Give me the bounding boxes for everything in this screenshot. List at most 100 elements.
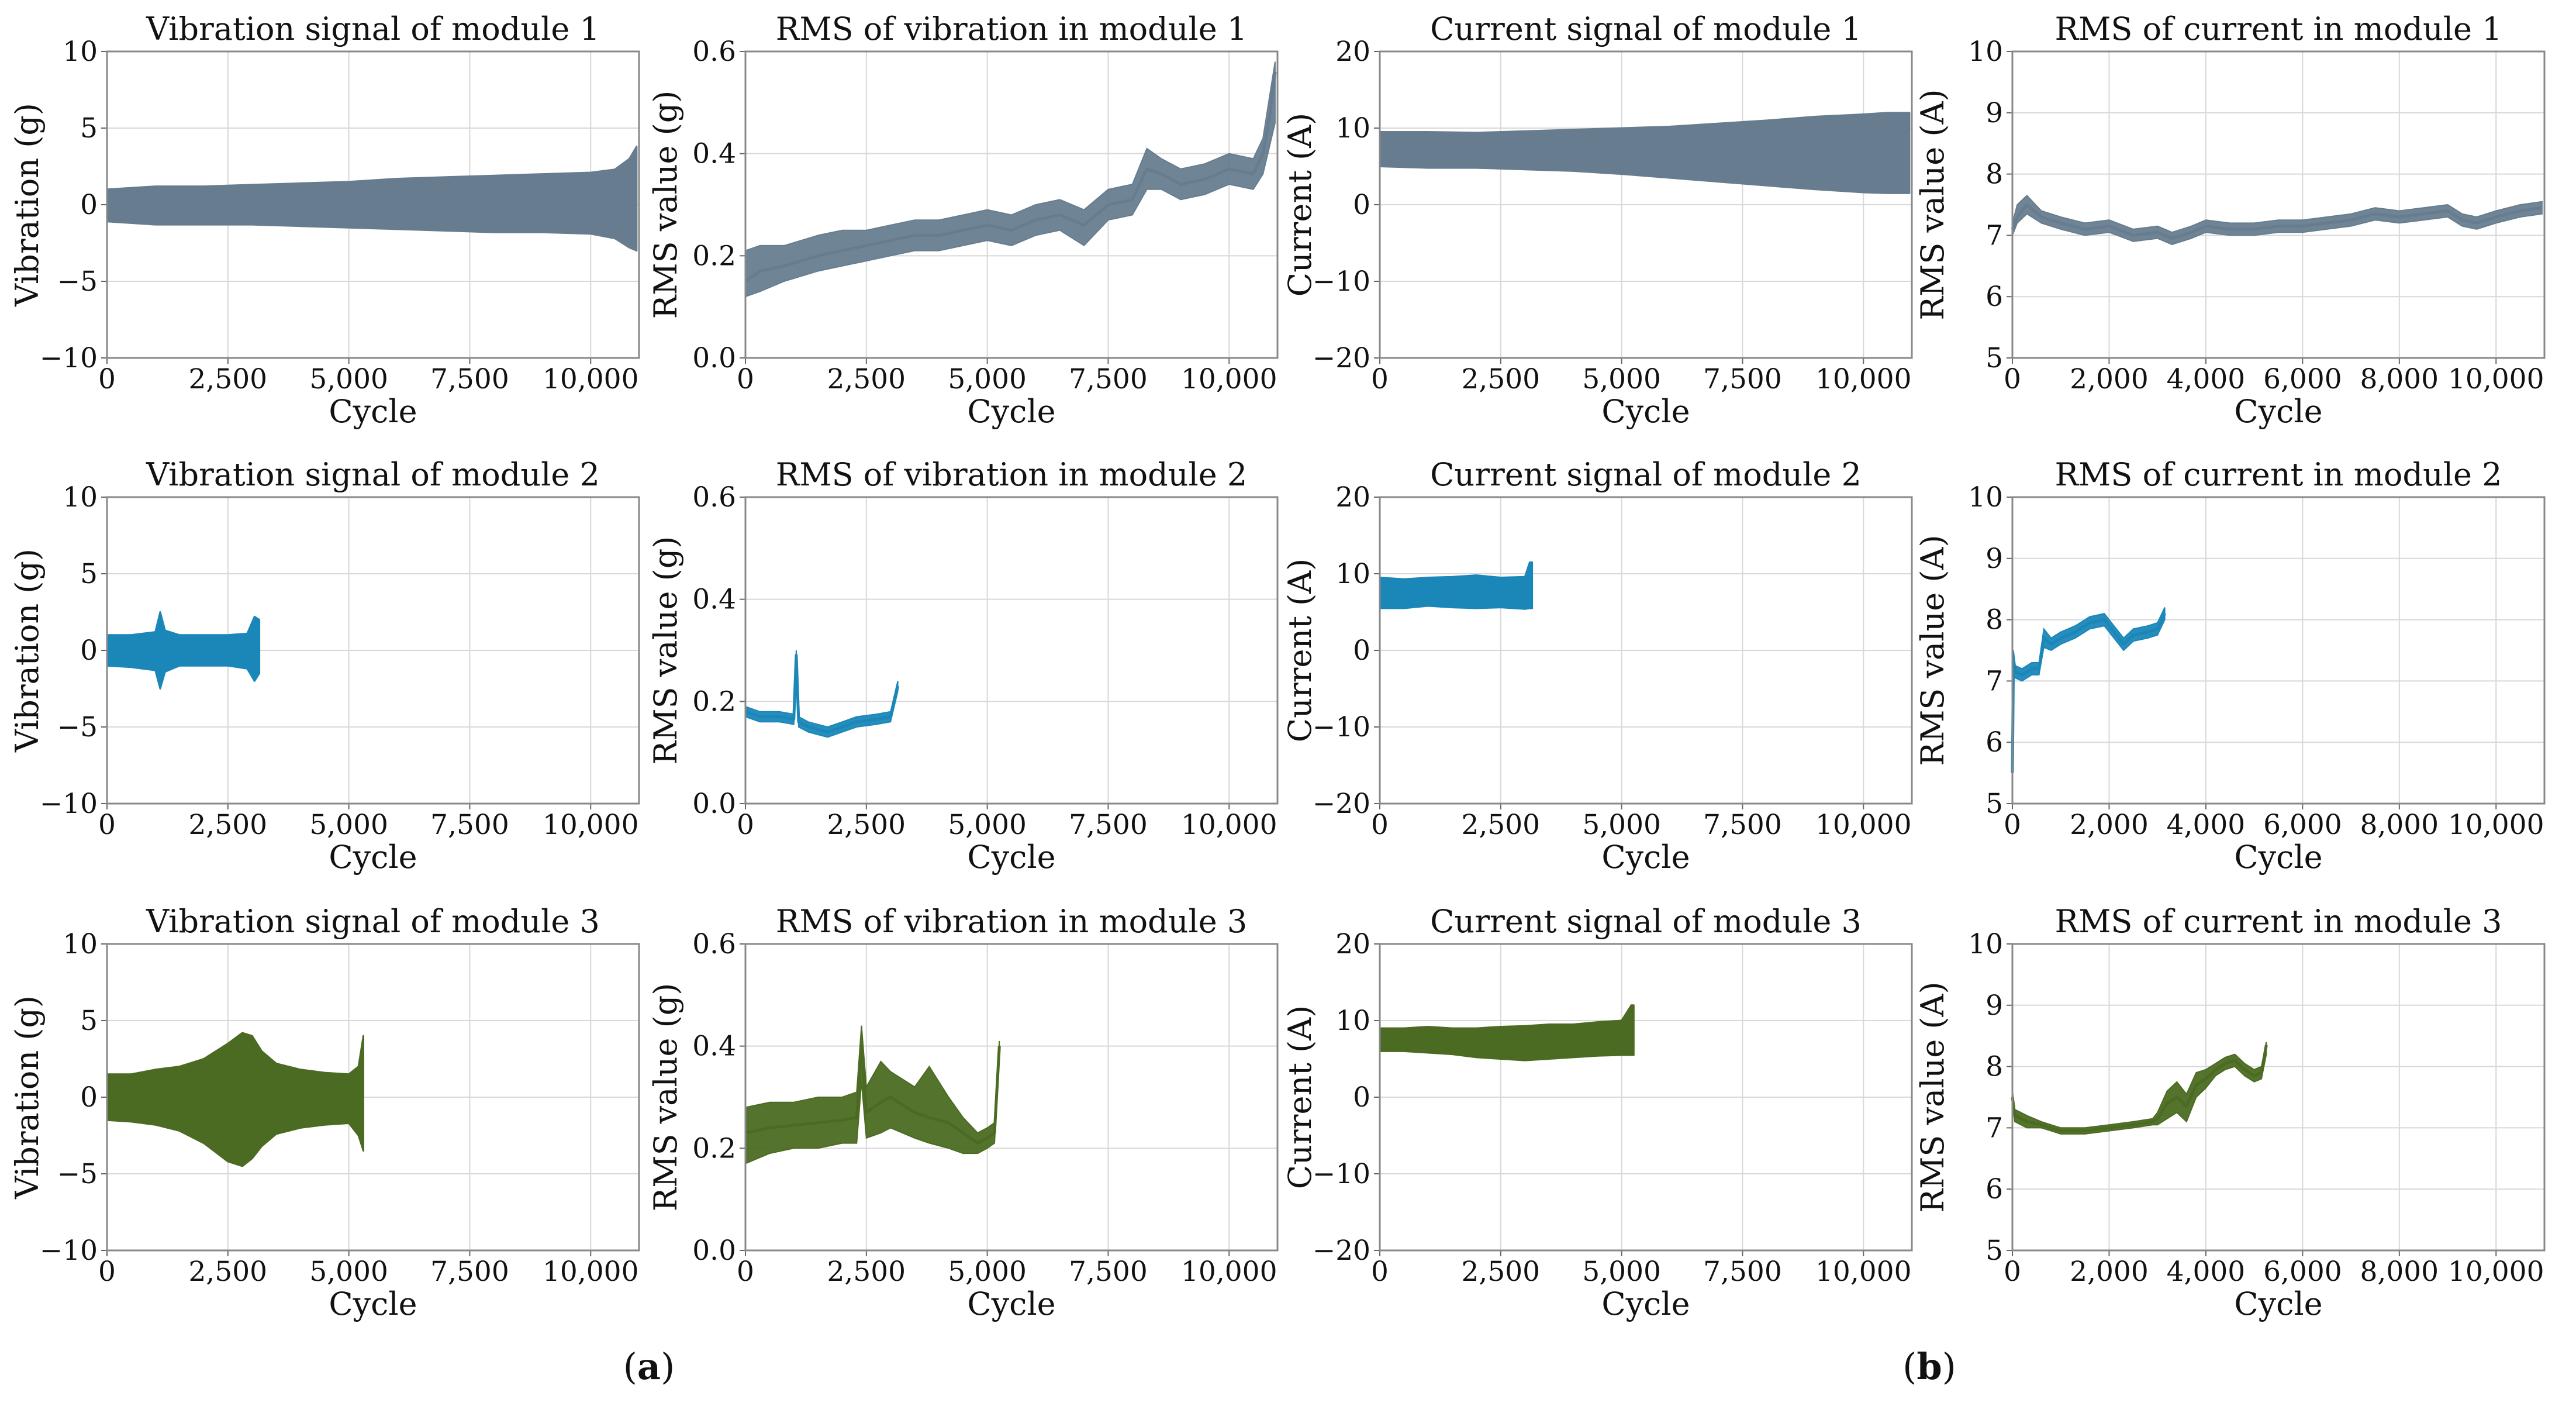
chart-3-ytick-label-0: −20: [1313, 342, 1370, 374]
chart-10-xtick-label-2: 5,000: [948, 1256, 1027, 1288]
chart-5-xtick-label-4: 10,000: [543, 809, 638, 841]
chart-5-xtick-label-2: 5,000: [309, 809, 388, 841]
chart-12-xtick-label-4: 8,000: [2360, 1256, 2439, 1288]
chart-6-ytick-label-2: 0.4: [692, 584, 736, 616]
chart-4-ytick-label-2: 7: [1985, 219, 2003, 251]
chart-9: 0 2,500 5,000 7,500 10,000 −10 −5 0 5 10 Vibration…: [9, 903, 640, 1322]
chart-7-xtick-label-3: 7,500: [1703, 809, 1782, 841]
chart-1-ytick-label-0: −10: [40, 342, 98, 374]
chart-10-title: RMS of vibration in module 3: [776, 903, 1248, 940]
chart-5-ytick-label-1: −5: [57, 711, 98, 743]
chart-9-ytick-label-3: 5: [80, 1005, 98, 1037]
chart-9-ytick-label-1: −5: [57, 1158, 98, 1190]
chart-8-xtick-label-3: 6,000: [2263, 809, 2342, 841]
chart-6-frame: [744, 496, 1279, 805]
chart-5-xlabel: Cycle: [329, 839, 417, 876]
chart-7-frame: [1379, 496, 1913, 805]
chart-12-xtick-label-0: 0: [2004, 1256, 2021, 1288]
chart-6-ytick-label-0: 0.0: [692, 788, 736, 820]
chart-2-xtick-label-4: 10,000: [1181, 363, 1277, 395]
chart-4-frame: [2011, 50, 2546, 359]
chart-12-xtick-label-1: 2,000: [2070, 1256, 2149, 1288]
chart-1-xtick-label-1: 2,500: [189, 363, 268, 395]
chart-7-xlabel: Cycle: [1601, 839, 1690, 876]
chart-4-xtick-label-4: 8,000: [2360, 363, 2439, 395]
chart-12-ytick-label-2: 7: [1985, 1112, 2003, 1144]
chart-2-ylabel: RMS value (g): [647, 91, 684, 319]
chart-1-title: Vibration signal of module 1: [146, 11, 600, 47]
chart-1-frame: [106, 50, 640, 359]
chart-2-ytick-label-0: 0.0: [692, 342, 736, 374]
chart-1-signal-band: [106, 145, 638, 252]
chart-3-ylabel: Current (A): [1282, 113, 1318, 297]
chart-8-ylabel: RMS value (A): [1914, 535, 1951, 766]
chart-8-frame: [2011, 496, 2546, 805]
chart-2-xtick-label-2: 5,000: [948, 363, 1027, 395]
chart-11-frame: [1379, 943, 1913, 1252]
chart-12-ytick-label-1: 6: [1985, 1173, 2003, 1205]
chart-9-xtick-label-1: 2,500: [189, 1256, 268, 1288]
chart-8-ytick-label-0: 5: [1985, 788, 2003, 820]
chart-6-xlabel: Cycle: [967, 839, 1055, 876]
chart-4-xtick-label-5: 10,000: [2448, 363, 2544, 395]
chart-11-ytick-label-4: 20: [1335, 928, 1370, 960]
chart-7-ytick-label-4: 20: [1335, 481, 1370, 513]
chart-12-rms-line: [2011, 1045, 2268, 1133]
chart-2-xlabel: Cycle: [967, 393, 1055, 430]
chart-9-ylabel: Vibration (g): [9, 995, 46, 1200]
chart-4-ylabel: RMS value (A): [1914, 89, 1951, 320]
chart-6-xtick-label-4: 10,000: [1181, 809, 1277, 841]
chart-2-rms-band: [745, 61, 1276, 298]
chart-8: 0 2,000 4,000 6,000 8,000 10,000 5 6 7 8 9 10 RMS of…: [1914, 456, 2546, 876]
chart-4: 0 2,000 4,000 6,000 8,000 10,000 5 6 7 8 9 10 RMS of…: [1914, 11, 2546, 430]
chart-1-xtick-label-3: 7,500: [430, 363, 509, 395]
chart-7-title: Current signal of module 2: [1430, 456, 1862, 493]
chart-11-xtick-label-1: 2,500: [1462, 1256, 1541, 1288]
chart-4-xlabel: Cycle: [2234, 393, 2322, 430]
chart-2-xtick-label-3: 7,500: [1069, 363, 1148, 395]
panel-label-b: (b): [1902, 1345, 1956, 1388]
chart-10-xlabel: Cycle: [967, 1286, 1055, 1322]
chart-3-xtick-label-4: 10,000: [1815, 363, 1911, 395]
chart-4-xtick-label-1: 2,000: [2070, 363, 2149, 395]
chart-11-xlabel: Cycle: [1601, 1286, 1690, 1322]
chart-7-ytick-label-2: 0: [1353, 635, 1370, 667]
chart-3-title: Current signal of module 1: [1430, 11, 1862, 47]
chart-7: 0 2,500 5,000 7,500 10,000 −20 −10 0 10 20 Current…: [1282, 456, 1913, 876]
chart-10: 0 2,500 5,000 7,500 10,000 0.0 0.2 0.4 0.6 RMS of…: [647, 903, 1279, 1322]
chart-7-signal-band: [1379, 561, 1534, 610]
chart-5-signal-band: [106, 611, 261, 690]
chart-11-ytick-label-3: 10: [1335, 1005, 1370, 1037]
chart-7-xtick-label-0: 0: [1371, 809, 1389, 841]
chart-9-ytick-label-0: −10: [40, 1235, 98, 1267]
chart-11-title: Current signal of module 3: [1430, 903, 1862, 940]
chart-6-xtick-label-3: 7,500: [1069, 809, 1148, 841]
chart-2-rms-line: [744, 71, 1277, 283]
chart-6-ytick-label-1: 0.2: [692, 685, 736, 718]
chart-4-rms-band: [2012, 194, 2543, 246]
chart-3-xtick-label-1: 2,500: [1462, 363, 1541, 395]
chart-2-title: RMS of vibration in module 1: [776, 11, 1248, 47]
chart-4-ytick-label-5: 10: [1968, 36, 2003, 68]
chart-3-ytick-label-2: 0: [1353, 189, 1370, 221]
chart-4-title: RMS of current in module 1: [2054, 11, 2502, 47]
chart-2-ytick-label-1: 0.2: [692, 240, 736, 272]
chart-5-xtick-label-3: 7,500: [430, 809, 509, 841]
chart-3-signal-band: [1379, 112, 1911, 194]
chart-10-xtick-label-3: 7,500: [1069, 1256, 1148, 1288]
chart-8-ytick-label-3: 8: [1985, 604, 2003, 636]
chart-8-xtick-label-2: 4,000: [2167, 809, 2246, 841]
chart-3-ytick-label-4: 20: [1335, 36, 1370, 68]
chart-3-xtick-label-2: 5,000: [1582, 363, 1661, 395]
chart-5-ytick-label-2: 0: [80, 635, 98, 667]
chart-7-xtick-label-4: 10,000: [1815, 809, 1911, 841]
chart-6-ylabel: RMS value (g): [647, 536, 684, 765]
chart-5-ytick-label-0: −10: [40, 788, 98, 820]
chart-5-ytick-label-3: 5: [80, 558, 98, 590]
chart-1-ytick-label-3: 5: [80, 112, 98, 144]
chart-8-ytick-label-5: 10: [1968, 481, 2003, 513]
chart-8-ytick-label-2: 7: [1985, 665, 2003, 697]
chart-5-ytick-label-4: 10: [63, 481, 98, 513]
chart-4-xtick-label-3: 6,000: [2263, 363, 2342, 395]
chart-3-ytick-label-3: 10: [1335, 112, 1370, 144]
